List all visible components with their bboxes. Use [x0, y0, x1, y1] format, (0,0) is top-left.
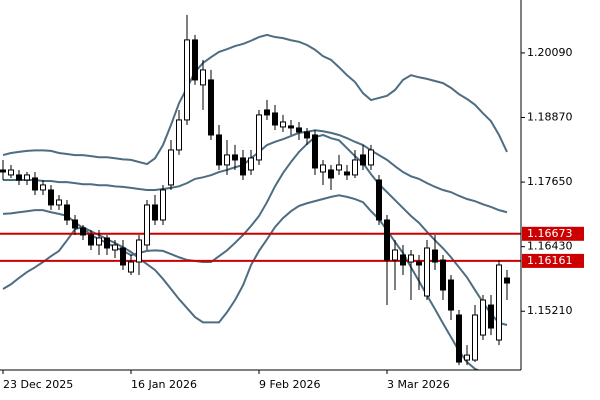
candle-body [72, 219, 78, 229]
level-label-box [522, 253, 584, 268]
bollinger-band [3, 129, 508, 214]
candle-body [8, 169, 14, 176]
candle-body [464, 354, 470, 361]
candle-body [32, 177, 38, 191]
candle-body [296, 127, 302, 133]
candle-body [112, 244, 118, 251]
candle-body [0, 169, 6, 173]
candle-body [64, 204, 70, 221]
candle-body [312, 134, 318, 169]
candle-body [48, 189, 54, 206]
candle-body [272, 112, 278, 126]
candle-body [496, 264, 502, 341]
candle-body [264, 109, 270, 116]
candle-body [96, 237, 102, 246]
level-label-box [522, 226, 584, 241]
candle-body [16, 174, 22, 181]
level-label: 1.16161 [527, 254, 573, 267]
candle-body [400, 254, 406, 266]
candle-body [336, 164, 342, 171]
candle-body [184, 39, 190, 121]
candle-body [288, 125, 294, 129]
y-tick-label: 1.16430 [527, 240, 573, 253]
candle-body [144, 204, 150, 246]
candle-body [360, 154, 366, 166]
candle-body [160, 189, 166, 221]
candle-body [504, 277, 510, 284]
x-tick-label: 9 Feb 2026 [259, 378, 320, 391]
candle-body [192, 39, 198, 81]
candle-body [424, 247, 430, 297]
candle-body [352, 159, 358, 176]
candle-body [136, 239, 142, 263]
y-tick-label: 1.18870 [527, 111, 573, 124]
candle-body [416, 261, 422, 266]
candle-body [488, 304, 494, 329]
level-label: 1.16673 [527, 227, 573, 240]
candle-body [304, 131, 310, 139]
candle-body [40, 184, 46, 191]
candle-body [392, 249, 398, 261]
candle-body [280, 121, 286, 128]
candle-body [472, 314, 478, 361]
candle-body [448, 279, 454, 311]
candle-body [200, 69, 206, 86]
y-tick-label: 1.17650 [527, 175, 573, 188]
candle-body [232, 154, 238, 161]
candle-body [24, 174, 30, 181]
y-tick-label: 1.15210 [527, 304, 573, 317]
candle-body [208, 79, 214, 136]
candle-body [104, 237, 110, 249]
candle-body [176, 119, 182, 151]
candle-body [224, 154, 230, 166]
y-tick-label: 1.20090 [527, 46, 573, 59]
candle-body [216, 134, 222, 166]
x-tick-label: 23 Dec 2025 [3, 378, 73, 391]
candle-body [344, 171, 350, 176]
candle-body [56, 199, 62, 206]
candle-body [408, 254, 414, 263]
candle-body [240, 157, 246, 176]
x-tick-label: 3 Mar 2026 [387, 378, 450, 391]
candle-body [328, 169, 334, 179]
candle-body [384, 219, 390, 261]
candle-body [456, 314, 462, 363]
candle-body [432, 249, 438, 263]
candle-body [256, 114, 262, 161]
candle-body [376, 179, 382, 221]
candle-body [368, 149, 374, 166]
candle-body [168, 149, 174, 186]
candle-body [152, 204, 158, 221]
candle-body [128, 261, 134, 273]
candle-body [248, 157, 254, 171]
candle-body [320, 164, 326, 173]
bollinger-band [2, 133, 508, 326]
candle-body [80, 227, 86, 236]
candle-body [88, 234, 94, 246]
plot-area [0, 14, 521, 370]
candle-body [440, 259, 446, 291]
x-tick-label: 16 Jan 2026 [131, 378, 197, 391]
axes: 1.20090 1.18870 1.17650 1.16430 1.15210 23 De… [2, 46, 584, 391]
bollinger-band [2, 194, 481, 370]
candle-body [120, 247, 126, 266]
bollinger-band [2, 33, 508, 166]
candle-body [480, 299, 486, 336]
